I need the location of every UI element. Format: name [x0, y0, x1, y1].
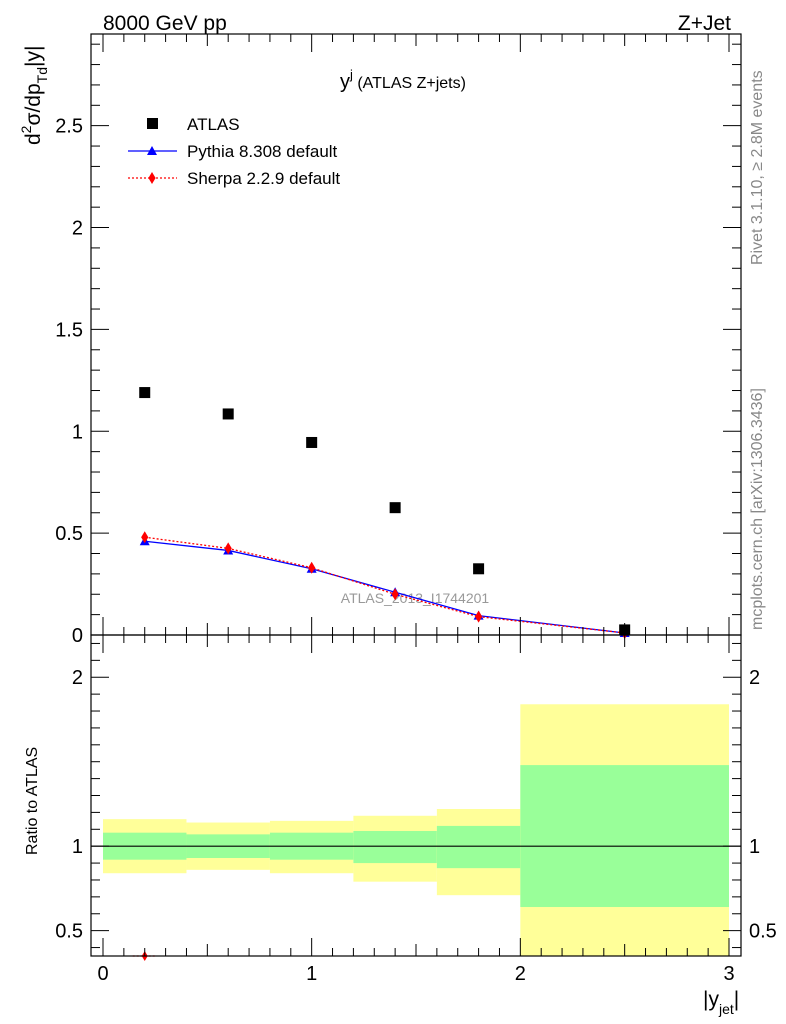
header-process-label: Z+Jet	[678, 12, 731, 35]
inner-band-5	[520, 765, 729, 908]
mcplots-label: mcplots.cern.ch [arXiv:1306.3436]	[749, 388, 766, 630]
legend: ATLAS Pythia 8.308 default Sherpa 2.2.9 de…	[128, 115, 340, 188]
header-energy-label: 8000 GeV pp	[103, 12, 227, 35]
legend-atlas-marker	[147, 118, 158, 129]
plot-frames: 0 1 2 3 0 0.5 1 1.5 2 2.5 0.5 0.5 1 1 2 2	[55, 33, 777, 985]
y-label-rest: |y|	[22, 46, 45, 67]
y-label-sub: Td	[34, 67, 50, 83]
x-label-sub: jet	[718, 1001, 734, 1017]
rivet-label: Rivet 3.1.10, ≥ 2.8M events	[749, 70, 766, 265]
x-label-end: |	[734, 988, 739, 1011]
bot-ytick-label-right-0: 0.5	[749, 921, 777, 943]
plot-title-main: y	[340, 71, 350, 93]
top-ytick-label-3: 1.5	[55, 319, 83, 341]
atlas-point-1	[222, 408, 234, 420]
x-axis-label: |yjet|	[703, 988, 739, 1017]
sherpa-point-1	[224, 542, 232, 555]
bot-ytick-label-right-2: 2	[749, 667, 760, 689]
top-ytick-label-0: 0	[72, 625, 83, 647]
bot-ytick-label-left-2: 2	[72, 667, 83, 689]
sherpa-point-2	[308, 561, 316, 574]
atlas-point-4	[473, 563, 485, 575]
x-tick-label-3: 3	[723, 963, 734, 985]
pythia-line	[144, 540, 625, 634]
legend-label-2: Sherpa 2.2.9 default	[187, 169, 340, 188]
plot-title: yj (ATLAS Z+jets)	[340, 67, 466, 93]
bot-ytick-label-left-1: 1	[72, 836, 83, 858]
sherpa-point-4	[475, 610, 483, 623]
inner-band-4	[436, 825, 521, 869]
main-plot	[139, 387, 631, 639]
plot-title-sub: (ATLAS Z+jets)	[353, 75, 466, 92]
sherpa-point-0	[141, 531, 149, 544]
bot-ytick-label-left-0: 0.5	[55, 921, 83, 943]
x-tick-label-2: 2	[515, 963, 526, 985]
top-ytick-label-5: 2.5	[55, 116, 83, 138]
plot-title-sup: j	[349, 67, 353, 82]
top-ytick-label-4: 2	[72, 218, 83, 240]
sherpa-point-3	[391, 588, 399, 601]
atlas-point-3	[389, 502, 401, 514]
top-ytick-label-1: 0.5	[55, 523, 83, 545]
legend-pythia-marker	[147, 146, 157, 155]
atlas-point-0	[139, 387, 151, 399]
x-tick-label-0: 0	[97, 963, 108, 985]
y-label-sup: 2	[18, 125, 34, 133]
y-axis-label-top: d2σ/dpTd|y|	[18, 46, 50, 145]
legend-label-0: ATLAS	[187, 115, 240, 134]
ratio-bands	[91, 704, 741, 956]
y-label-sigma: σ/dp	[22, 83, 45, 125]
y-label-d: d	[22, 133, 45, 145]
sherpa-line	[144, 536, 625, 634]
legend-label-1: Pythia 8.308 default	[187, 142, 338, 161]
x-label-main: |y	[703, 988, 719, 1011]
legend-sherpa-marker	[148, 172, 156, 184]
atlas-point-2	[306, 436, 318, 448]
inner-band-3	[353, 830, 437, 864]
bot-ytick-label-right-1: 1	[749, 836, 760, 858]
top-ytick-label-2: 1	[72, 421, 83, 443]
x-tick-label-1: 1	[306, 963, 317, 985]
y-axis-label-bottom: Ratio to ATLAS	[24, 747, 41, 855]
